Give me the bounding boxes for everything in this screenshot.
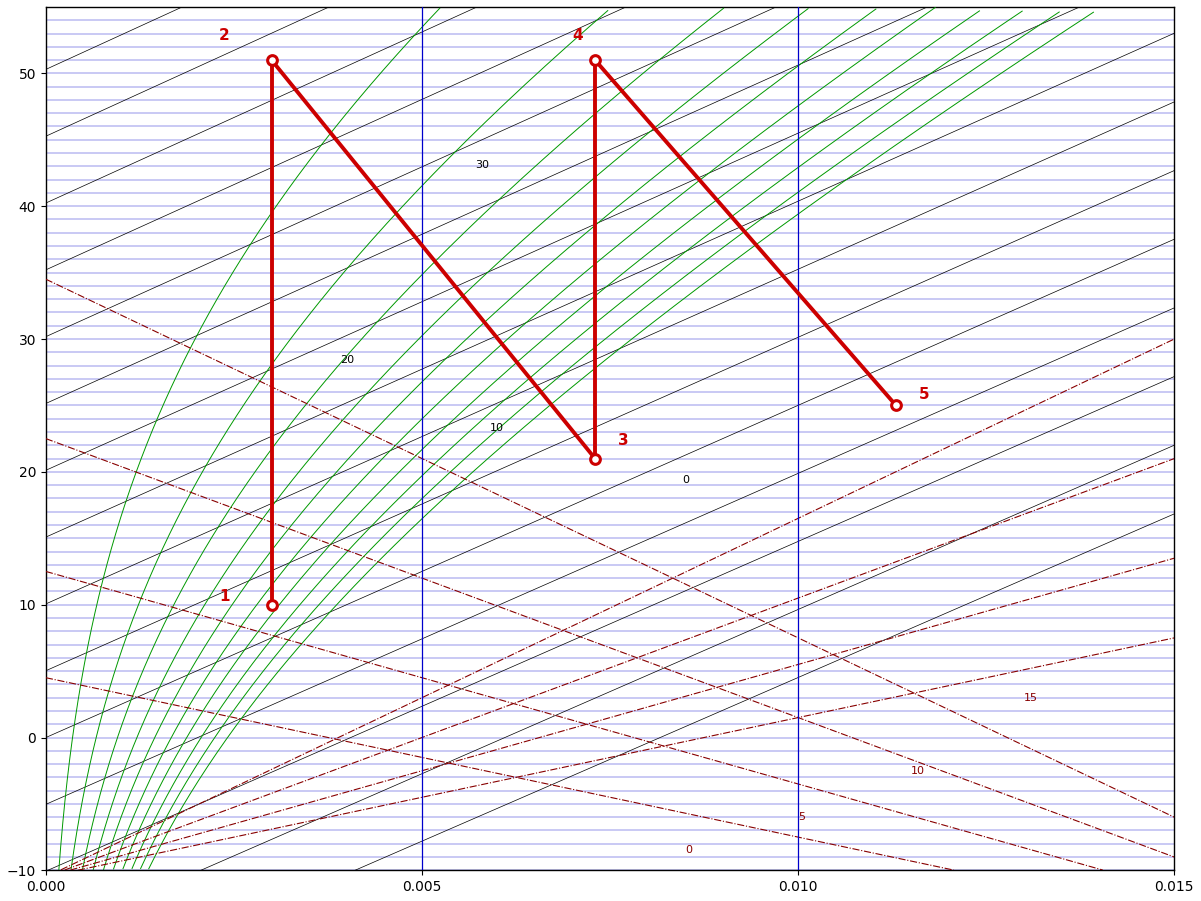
- Text: 5: 5: [919, 387, 930, 402]
- Text: 10: 10: [490, 423, 504, 433]
- Text: 30: 30: [476, 159, 489, 169]
- Text: 2: 2: [219, 28, 229, 43]
- Text: 15: 15: [1024, 693, 1038, 703]
- Text: 4: 4: [573, 28, 584, 43]
- Text: 20: 20: [340, 355, 354, 365]
- Text: 1: 1: [219, 588, 229, 604]
- Text: 3: 3: [617, 433, 628, 449]
- Text: 0: 0: [682, 475, 689, 485]
- Text: 5: 5: [799, 812, 805, 823]
- Text: 0: 0: [686, 845, 692, 855]
- Text: 10: 10: [912, 766, 925, 776]
